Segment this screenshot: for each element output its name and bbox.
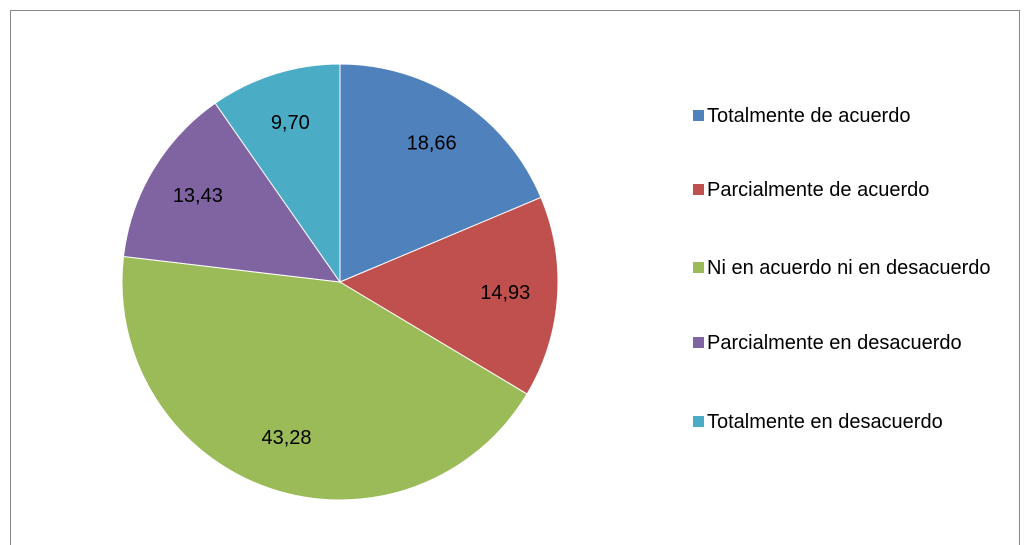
legend-label: Ni en acuerdo ni en desacuerdo xyxy=(707,257,991,279)
legend-label: Totalmente de acuerdo xyxy=(707,105,911,127)
legend-label: Totalmente en desacuerdo xyxy=(707,411,943,433)
legend-swatch xyxy=(693,184,704,195)
legend-item: Totalmente en desacuerdo xyxy=(693,408,1013,436)
data-label: 14,93 xyxy=(480,282,530,304)
data-label: 43,28 xyxy=(261,427,311,449)
legend-item: Ni en acuerdo ni en desacuerdo xyxy=(693,254,1013,282)
data-label: 9,70 xyxy=(271,112,310,134)
data-label: 13,43 xyxy=(173,185,223,207)
legend-item: Totalmente de acuerdo xyxy=(693,102,1013,130)
legend-label: Parcialmente de acuerdo xyxy=(707,179,930,201)
legend-swatch xyxy=(693,337,704,348)
pie-slice xyxy=(121,255,528,501)
legend-item: Parcialmente en desacuerdo xyxy=(693,329,1013,357)
legend-swatch xyxy=(693,110,704,121)
legend-item: Parcialmente de acuerdo xyxy=(693,176,1013,204)
pie-slice xyxy=(338,196,559,395)
legend-swatch xyxy=(693,262,704,273)
legend-swatch xyxy=(693,416,704,427)
data-label: 18,66 xyxy=(407,132,457,154)
legend-label: Parcialmente en desacuerdo xyxy=(707,332,962,354)
pie-slice xyxy=(122,102,342,283)
pie-slice xyxy=(339,63,542,283)
pie-slice xyxy=(214,63,341,284)
